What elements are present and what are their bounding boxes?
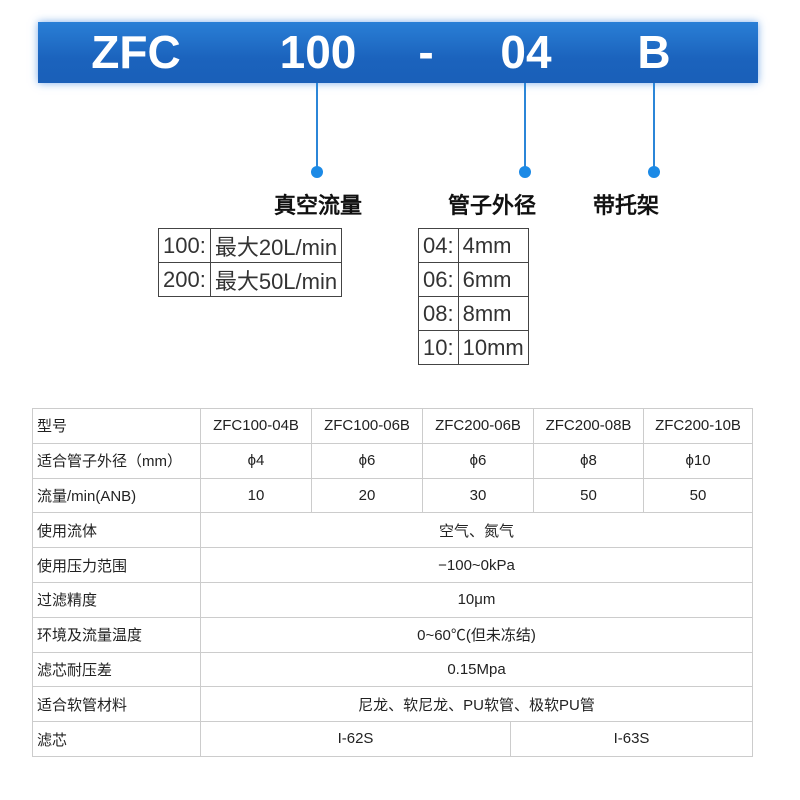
connector-dot (648, 166, 660, 178)
row-label: 使用压力范围 (32, 547, 201, 583)
table-cell: ϕ10 (643, 442, 753, 479)
option-code: 100: (158, 228, 211, 263)
spec-table: 型号 ZFC100-04B ZFC100-06B ZFC200-06B ZFC200-0… (32, 408, 753, 757)
table-cell: 10 (200, 477, 312, 514)
code-tube: 04 (500, 26, 552, 78)
option-desc: 6mm (457, 262, 529, 297)
table-cell: ϕ8 (533, 442, 644, 479)
table-row: 流量/min(ANB) 10 20 30 50 50 (32, 477, 753, 514)
label-flow: 真空流量 (273, 194, 363, 219)
table-cell: 尼龙、软尼龙、PU软管、极软PU管 (200, 686, 753, 723)
flow-options-table: 100: 最大20L/min 200: 最大50L/min (158, 228, 343, 297)
row-label: 滤芯耐压差 (32, 651, 201, 688)
table-row: 100: 最大20L/min (158, 228, 343, 263)
table-cell: ZFC200-10B (643, 408, 753, 444)
tube-options-table: 04: 4mm 06: 6mm 08: 8mm 10: 10mm (418, 228, 529, 365)
code-flow: 100 (279, 26, 357, 78)
table-row: 使用压力范围 −100~0kPa (32, 547, 753, 583)
table-row: 04: 4mm (418, 228, 529, 263)
label-bracket: 带托架 (592, 194, 660, 219)
table-row: 型号 ZFC100-04B ZFC100-06B ZFC200-06B ZFC200-0… (32, 408, 753, 444)
filter-value: I-62S (202, 722, 511, 756)
row-label: 型号 (32, 408, 201, 444)
table-row: 使用流体 空气、氮气 (32, 512, 753, 549)
row-label: 适合软管材料 (32, 686, 201, 723)
table-cell: 0.15Mpa (200, 651, 753, 688)
connector-dot (519, 166, 531, 178)
option-code: 10: (418, 330, 459, 365)
table-cell: 50 (643, 477, 753, 514)
table-row: 06: 6mm (418, 262, 529, 297)
label-tube: 管子外径 (447, 194, 537, 219)
table-row: 滤芯耐压差 0.15Mpa (32, 651, 753, 688)
table-cell: ϕ4 (200, 442, 312, 479)
filter-cell: I-62S I-63S (200, 721, 753, 757)
table-row: 滤芯 I-62S I-63S (32, 721, 753, 757)
option-desc: 最大50L/min (209, 262, 343, 297)
connector-line (316, 83, 318, 171)
table-row: 环境及流量温度 0~60℃(但未冻结) (32, 616, 753, 653)
row-label: 环境及流量温度 (32, 616, 201, 653)
option-desc: 8mm (457, 296, 529, 331)
filter-value: I-63S (613, 730, 650, 748)
row-label: 适合管子外径（mm） (32, 442, 201, 479)
row-label: 滤芯 (32, 721, 201, 757)
table-row: 适合管子外径（mm） ϕ4 ϕ6 ϕ6 ϕ8 ϕ10 (32, 442, 753, 479)
option-code: 06: (418, 262, 459, 297)
table-cell: 空气、氮气 (200, 512, 753, 549)
table-row: 过滤精度 10μm (32, 581, 753, 618)
table-cell: ϕ6 (311, 442, 423, 479)
table-cell: 0~60℃(但未冻结) (200, 616, 753, 653)
row-label: 使用流体 (32, 512, 201, 549)
option-desc: 10mm (457, 330, 529, 365)
option-code: 08: (418, 296, 459, 331)
option-desc: 4mm (457, 228, 529, 263)
table-cell: 10μm (200, 581, 753, 618)
table-cell: ϕ6 (422, 442, 534, 479)
table-row: 适合软管材料 尼龙、软尼龙、PU软管、极软PU管 (32, 686, 753, 723)
table-cell: ZFC100-06B (311, 408, 423, 444)
table-cell: 30 (422, 477, 534, 514)
row-label: 流量/min(ANB) (32, 477, 201, 514)
table-cell: ZFC100-04B (200, 408, 312, 444)
option-code: 04: (418, 228, 459, 263)
table-row: 10: 10mm (418, 330, 529, 365)
option-desc: 最大20L/min (209, 228, 343, 263)
connector-line (653, 83, 655, 171)
table-cell: 20 (311, 477, 423, 514)
code-dash: - (418, 26, 434, 78)
row-label: 过滤精度 (32, 581, 201, 618)
code-bracket: B (637, 26, 671, 78)
table-cell: ZFC200-06B (422, 408, 534, 444)
table-cell: 50 (533, 477, 644, 514)
table-row: 08: 8mm (418, 296, 529, 331)
code-series: ZFC (91, 26, 181, 78)
table-cell: ZFC200-08B (533, 408, 644, 444)
table-cell: −100~0kPa (200, 547, 753, 583)
connector-line (524, 83, 526, 171)
table-row: 200: 最大50L/min (158, 262, 343, 297)
model-code-banner: ZFC 100 - 04 B (38, 22, 758, 83)
connector-dot (311, 166, 323, 178)
option-code: 200: (158, 262, 211, 297)
